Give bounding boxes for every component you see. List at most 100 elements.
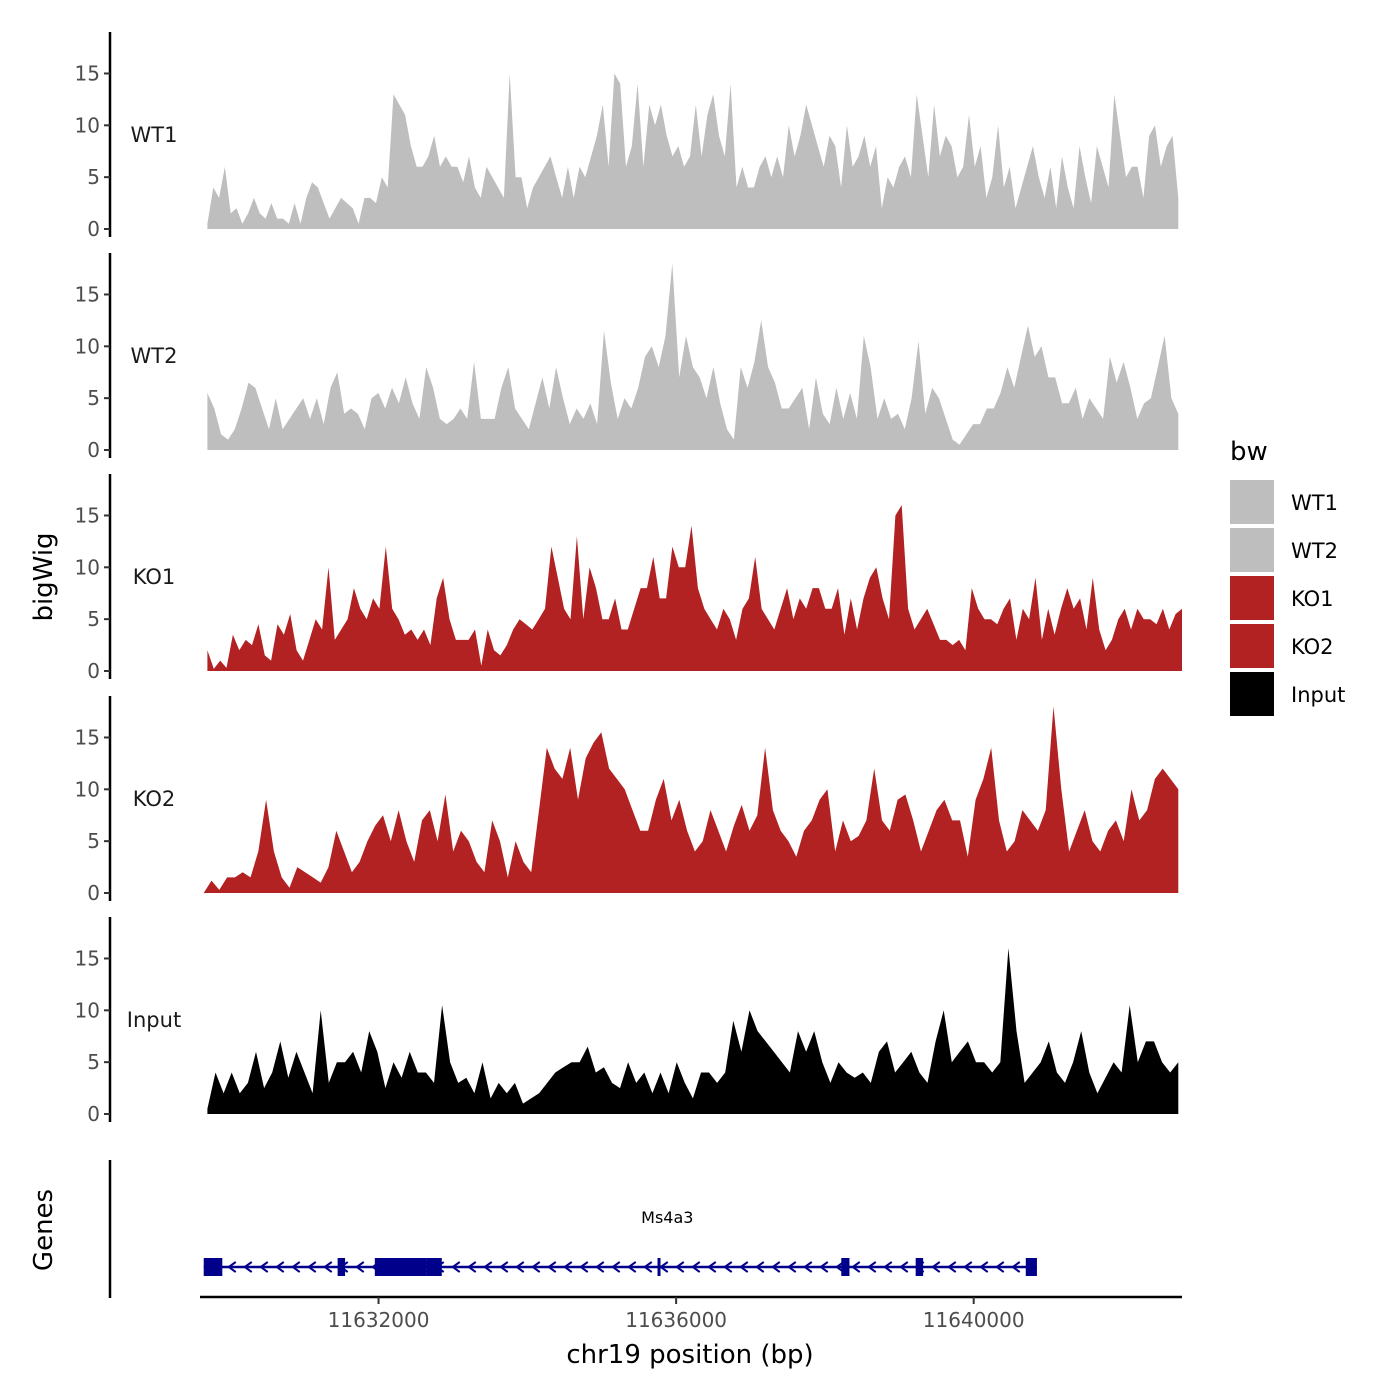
track-label-ko1: KO1 <box>133 565 176 589</box>
legend-label-input: Input <box>1291 683 1345 707</box>
track-ko2: 0 5 10 15 KO2 <box>75 696 1179 905</box>
y-tick-label: 15 <box>75 946 100 970</box>
strand-arrow <box>514 1261 525 1273</box>
strand-arrow <box>546 1261 557 1273</box>
gene-exon <box>915 1258 924 1276</box>
strand-arrow <box>578 1261 589 1273</box>
signal-area-wt2 <box>207 263 1179 450</box>
y-tick-label: 5 <box>87 165 100 189</box>
track-label-wt1: WT1 <box>131 123 178 147</box>
track-label-wt2: WT2 <box>131 344 178 368</box>
strand-arrow <box>530 1261 541 1273</box>
x-tick-label: 11636000 <box>625 1308 727 1332</box>
gene-exon <box>426 1258 442 1276</box>
strand-arrow <box>866 1261 877 1273</box>
signal-area-input <box>207 948 1179 1114</box>
strand-arrow <box>482 1261 493 1273</box>
y-tick-label: 5 <box>87 386 100 410</box>
strand-arrow <box>354 1261 365 1273</box>
y-tick-label: 15 <box>75 503 100 527</box>
y-tick-label: 10 <box>75 555 100 579</box>
strand-arrow <box>674 1261 685 1273</box>
strand-arrow <box>450 1261 461 1273</box>
y-tick-label: 0 <box>87 438 100 462</box>
strand-arrow <box>242 1261 253 1273</box>
strand-arrow <box>498 1261 509 1273</box>
strand-arrow <box>930 1261 941 1273</box>
strand-arrow <box>594 1261 605 1273</box>
strand-arrow <box>322 1261 333 1273</box>
track-input: 0 5 10 15 Input <box>75 917 1179 1126</box>
y-tick-label: 10 <box>75 998 100 1022</box>
x-tick-label: 11632000 <box>328 1308 430 1332</box>
gene-exon <box>657 1258 661 1276</box>
strand-arrow <box>722 1261 733 1273</box>
strand-arrow <box>738 1261 749 1273</box>
strand-arrow <box>466 1261 477 1273</box>
legend-key-ko2 <box>1230 624 1274 668</box>
y-tick-label: 0 <box>87 1102 100 1126</box>
strand-arrow <box>850 1261 861 1273</box>
strand-arrow <box>690 1261 701 1273</box>
signal-area-wt1 <box>207 73 1179 229</box>
track-wt1: 0 5 10 15 WT1 <box>75 32 1179 241</box>
strand-arrow <box>610 1261 621 1273</box>
track-label-ko2: KO2 <box>133 787 176 811</box>
strand-arrow <box>290 1261 301 1273</box>
gene-name-label: Ms4a3 <box>641 1208 693 1227</box>
y-tick-label: 5 <box>87 607 100 631</box>
y-tick-label: 10 <box>75 777 100 801</box>
x-tick-label: 11640000 <box>923 1308 1025 1332</box>
gene-exon <box>374 1258 427 1276</box>
legend: bw WT1 WT2 KO1 KO2 Input <box>1230 437 1345 716</box>
strand-arrow <box>658 1261 669 1273</box>
strand-arrow <box>946 1261 957 1273</box>
legend-label-wt1: WT1 <box>1291 491 1338 515</box>
legend-label-ko2: KO2 <box>1291 635 1334 659</box>
strand-arrow <box>274 1261 285 1273</box>
strand-arrow <box>642 1261 653 1273</box>
legend-key-wt2 <box>1230 528 1274 572</box>
x-axis-title: chr19 position (bp) <box>566 1340 813 1370</box>
track-label-input: Input <box>127 1008 181 1032</box>
gene-exon <box>1025 1258 1037 1276</box>
legend-label-ko1: KO1 <box>1291 587 1334 611</box>
track-ko1: 0 5 10 15 KO1 <box>75 474 1182 683</box>
strand-arrow <box>770 1261 781 1273</box>
strand-arrow <box>706 1261 717 1273</box>
x-axis: 11632000 11636000 11640000 <box>200 1295 1182 1332</box>
gene-exon <box>203 1258 223 1276</box>
strand-arrow <box>306 1261 317 1273</box>
y-tick-label: 0 <box>87 659 100 683</box>
strand-arrow <box>1010 1261 1021 1273</box>
y-tick-label: 0 <box>87 217 100 241</box>
strand-arrow <box>882 1261 893 1273</box>
signal-area-ko1 <box>207 505 1182 671</box>
strand-arrow <box>994 1261 1005 1273</box>
y-tick-label: 5 <box>87 829 100 853</box>
strand-arrow <box>978 1261 989 1273</box>
y-tick-label: 5 <box>87 1050 100 1074</box>
signal-tracks: 0 5 10 15 WT1 0 5 10 15 WT2 0 5 10 15 KO1 0 5 10 15 KO2 0 5 10… <box>75 32 1182 1126</box>
strand-arrow <box>754 1261 765 1273</box>
gene-exon <box>841 1258 850 1276</box>
y-tick-label: 0 <box>87 881 100 905</box>
legend-key-input <box>1230 672 1274 716</box>
strand-arrow <box>562 1261 573 1273</box>
strand-arrow <box>802 1261 813 1273</box>
legend-key-ko1 <box>1230 576 1274 620</box>
y-tick-label: 15 <box>75 725 100 749</box>
y-tick-label: 15 <box>75 282 100 306</box>
strand-arrow <box>962 1261 973 1273</box>
strand-arrow <box>818 1261 829 1273</box>
y-tick-label: 15 <box>75 61 100 85</box>
strand-arrow <box>626 1261 637 1273</box>
strand-arrow <box>786 1261 797 1273</box>
y-tick-label: 10 <box>75 113 100 137</box>
y-axis-title: bigWig <box>29 532 59 621</box>
gene-exon <box>337 1258 346 1276</box>
gene-track: Ms4a3 <box>108 1160 1037 1298</box>
legend-label-wt2: WT2 <box>1291 539 1338 563</box>
signal-area-ko2 <box>203 706 1179 893</box>
